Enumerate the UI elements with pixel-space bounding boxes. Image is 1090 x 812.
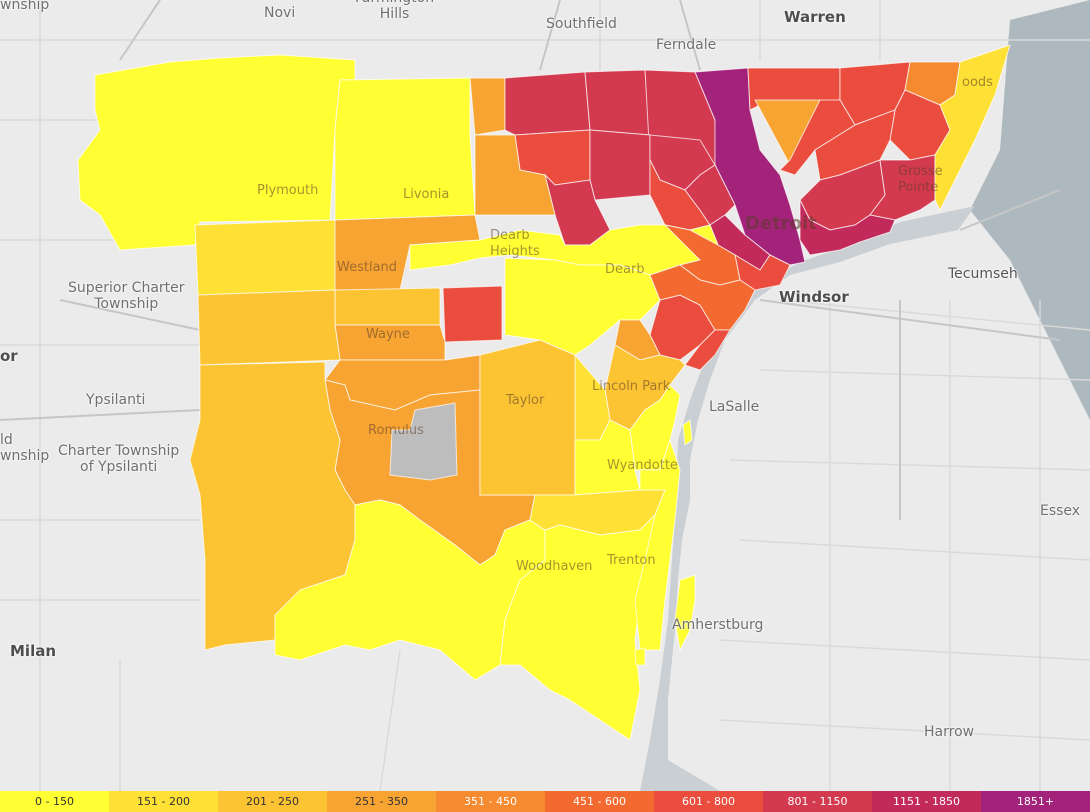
highway-network — [0, 0, 1061, 520]
legend-swatch-0: 0 - 150 — [0, 791, 109, 812]
map-view[interactable]: wnship Novi Farmington Hills Southfield … — [0, 0, 1090, 791]
area-taylor[interactable] — [479, 339, 576, 496]
legend-swatch-7: 801 - 1150 — [763, 791, 872, 812]
legend-swatch-6: 601 - 800 — [654, 791, 763, 812]
area-brownstown[interactable] — [499, 513, 656, 741]
legend-label: 1851+ — [1016, 795, 1055, 808]
legend-swatch-5: 451 - 600 — [545, 791, 654, 812]
area-wayne-north[interactable] — [334, 287, 441, 326]
area-southgate-north[interactable] — [574, 353, 611, 441]
area-grosse-ile[interactable] — [674, 574, 696, 652]
legend-label: 251 - 350 — [355, 795, 408, 808]
area-trenton[interactable] — [634, 438, 681, 651]
legend-label: 451 - 600 — [573, 795, 626, 808]
choropleth-legend: 0 - 150 151 - 200 201 - 250 251 - 350 35… — [0, 791, 1090, 812]
legend-label: 801 - 1150 — [787, 795, 848, 808]
area-east-detroit-1[interactable] — [779, 99, 856, 176]
area-plymouth-twp[interactable] — [194, 219, 336, 296]
area-canton[interactable] — [197, 289, 341, 366]
lake-st-clair — [970, 0, 1090, 420]
legend-label: 201 - 250 — [246, 795, 299, 808]
legend-swatch-3: 251 - 350 — [327, 791, 436, 812]
area-grosse-pointe[interactable] — [934, 44, 1011, 212]
road-network — [0, 0, 1090, 791]
legend-swatch-9: 1851+ — [981, 791, 1090, 812]
legend-label: 1151 - 1850 — [893, 795, 960, 808]
legend-label: 0 - 150 — [35, 795, 74, 808]
area-east-detroit-6[interactable] — [799, 199, 896, 256]
area-metro-airport[interactable] — [389, 402, 458, 481]
area-east-detroit-5[interactable] — [869, 154, 936, 221]
legend-label: 601 - 800 — [682, 795, 735, 808]
area-inkster-red[interactable] — [442, 285, 503, 343]
area-wayne[interactable] — [334, 324, 446, 361]
area-redford[interactable] — [469, 77, 506, 136]
area-nw-detroit-2[interactable] — [584, 69, 651, 136]
area-nw-township[interactable] — [77, 54, 356, 251]
area-livonia[interactable] — [334, 77, 476, 221]
legend-label: 151 - 200 — [137, 795, 190, 808]
area-island-2[interactable] — [634, 647, 646, 666]
legend-swatch-1: 151 - 200 — [109, 791, 218, 812]
area-nw-detroit-1[interactable] — [504, 71, 591, 136]
legend-label: 351 - 450 — [464, 795, 517, 808]
legend-swatch-8: 1151 - 1850 — [872, 791, 981, 812]
basemap — [0, 0, 1090, 791]
area-redford-south[interactable] — [474, 134, 556, 216]
municipality-polygons[interactable] — [77, 44, 1011, 741]
area-island-1[interactable] — [682, 419, 693, 446]
legend-swatch-4: 351 - 450 — [436, 791, 545, 812]
legend-swatch-2: 201 - 250 — [218, 791, 327, 812]
area-west-detroit-2[interactable] — [589, 129, 651, 201]
